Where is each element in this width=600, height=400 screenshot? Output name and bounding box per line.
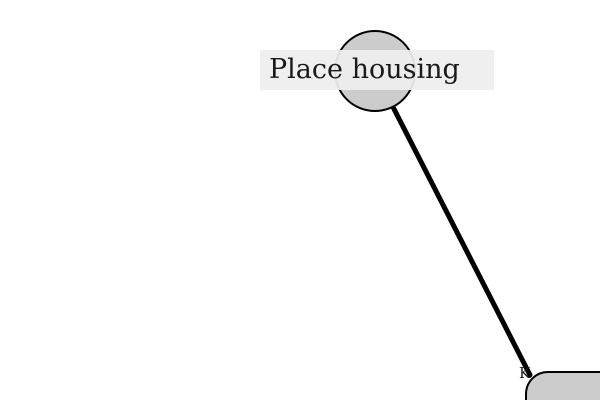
node-label: Place housing	[269, 54, 460, 85]
node-label-background	[260, 50, 494, 90]
node-bottom-right[interactable]	[525, 371, 600, 400]
edge-connector	[390, 104, 533, 378]
edge-label: K	[519, 364, 531, 382]
